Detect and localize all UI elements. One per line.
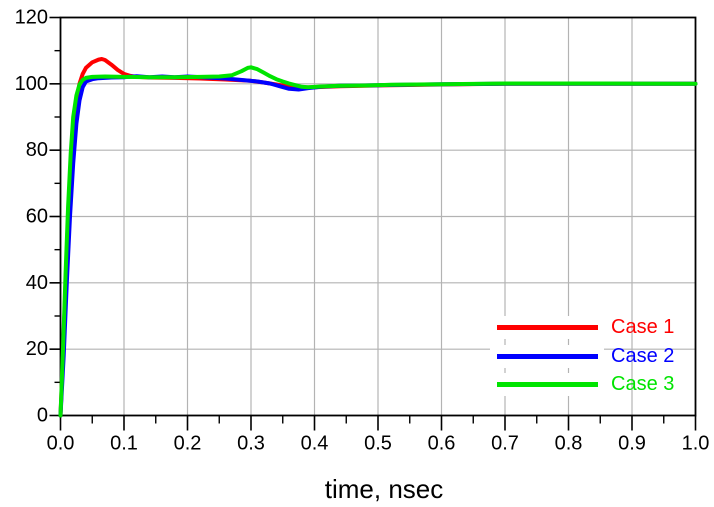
y-tick-label: 100	[15, 73, 48, 95]
x-tick-label: 0.5	[364, 433, 392, 455]
legend-label: Case 3	[611, 373, 675, 395]
legend-item-case-3: Case 3	[490, 373, 674, 396]
x-tick-label: 0.8	[555, 433, 583, 455]
y-tick-label: 120	[15, 7, 48, 29]
y-tick-label: 0	[37, 405, 48, 427]
legend-item-case-1: Case 1	[490, 316, 674, 339]
legend-swatch-box	[490, 316, 604, 339]
x-tick-label: 1.0	[682, 433, 710, 455]
x-tick-label: 0.4	[301, 433, 329, 455]
x-tick-label: 0.7	[491, 433, 519, 455]
x-tick-label: 0.6	[428, 433, 456, 455]
legend-line-icon	[496, 382, 598, 387]
trace-case-3	[58, 65, 698, 418]
x-axis-title: time, nsec	[324, 474, 444, 504]
y-tick-label: 80	[26, 139, 48, 161]
x-tick-label: 0.9	[618, 433, 646, 455]
legend-label: Case 2	[611, 345, 675, 367]
legend-swatch-box	[490, 345, 604, 368]
x-tick-label: 0.1	[110, 433, 138, 455]
x-tick-label: 0.0	[47, 433, 75, 455]
legend-line-icon	[496, 325, 598, 330]
y-tick-label: 60	[26, 206, 48, 228]
legend-line-icon	[496, 354, 598, 359]
x-tick-label: 0.3	[237, 433, 265, 455]
legend-item-case-2: Case 2	[490, 345, 674, 368]
x-tick-label: 0.2	[174, 433, 202, 455]
y-tick-label: 20	[26, 338, 48, 360]
y-tick-label: 40	[26, 272, 48, 294]
legend-label: Case 1	[611, 316, 675, 338]
legend-swatch-box	[490, 373, 604, 396]
